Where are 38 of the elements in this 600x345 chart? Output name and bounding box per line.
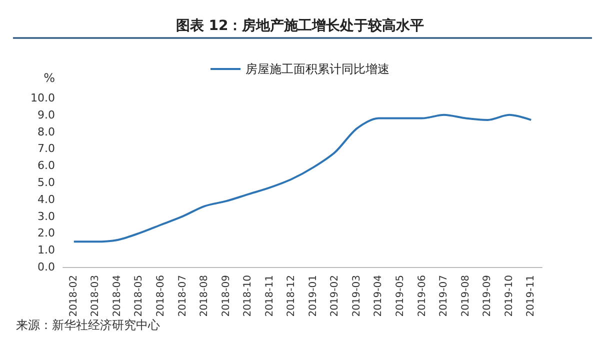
x-tick-label: 2018-07 xyxy=(177,275,188,317)
x-tick-label: 2019-03 xyxy=(351,275,362,317)
x-tick-label: 2019-04 xyxy=(373,275,384,317)
x-tick-label: 2019-10 xyxy=(504,275,515,317)
x-tick-label: 2019-07 xyxy=(438,275,450,317)
y-axis-title: % xyxy=(44,71,55,85)
x-tick-label: 2018-12 xyxy=(286,275,298,317)
x-tick-label: 2018-11 xyxy=(264,275,276,317)
y-tick-label: 1.0 xyxy=(38,244,55,257)
y-tick-label: 5.0 xyxy=(38,176,55,189)
x-tick-label: 2019-09 xyxy=(482,275,494,317)
y-tick-label: 7.0 xyxy=(38,142,55,156)
source-note: 来源：新华社经济研究中心 xyxy=(16,318,160,332)
x-tick-label: 2018-03 xyxy=(90,275,102,317)
x-tick-label: 2019-01 xyxy=(308,275,319,317)
x-tick-label: 2018-02 xyxy=(68,275,80,317)
x-tick-label: 2019-06 xyxy=(416,275,428,317)
x-tick-label: 2019-02 xyxy=(330,275,341,317)
x-tick-label: 2018-06 xyxy=(155,275,166,317)
y-tick-label: 3.0 xyxy=(38,210,55,223)
y-tick-label: 9.0 xyxy=(38,108,55,122)
line-series xyxy=(72,114,532,243)
y-tick-label: 0.0 xyxy=(38,260,55,274)
y-tick-label: 6.0 xyxy=(38,159,55,172)
x-tick-label: 2018-04 xyxy=(112,275,123,317)
x-tick-label: 2019-11 xyxy=(526,275,537,317)
y-tick-label: 8.0 xyxy=(38,125,55,138)
x-tick-label: 2018-09 xyxy=(220,275,232,317)
x-tick-label: 2018-10 xyxy=(242,275,254,317)
y-tick-label: 4.0 xyxy=(38,192,55,206)
y-tick-label: 2.0 xyxy=(38,226,55,240)
x-tick-label: 2018-05 xyxy=(134,275,145,317)
legend-label: 房屋施工面积累计同比增速 xyxy=(246,62,390,76)
chart-title: 图表 12：房地产施工增长处于较高水平 xyxy=(176,17,424,34)
y-tick-label: 10.0 xyxy=(30,92,55,104)
x-tick-label: 2019-08 xyxy=(460,275,472,317)
x-tick-label: 2018-08 xyxy=(199,275,210,317)
x-tick-label: 2019-05 xyxy=(394,275,406,317)
